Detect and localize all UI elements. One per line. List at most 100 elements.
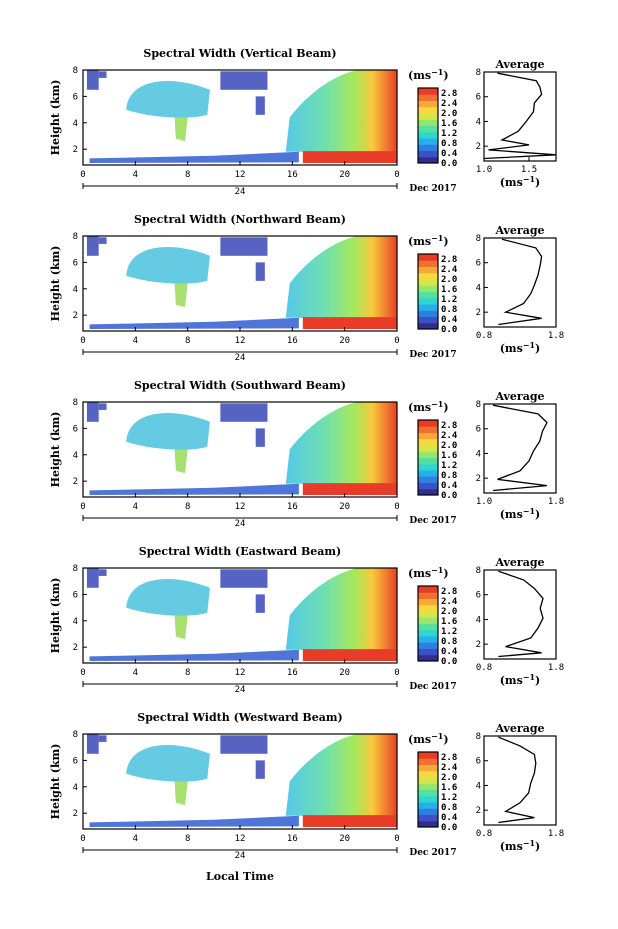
date-label: Dec 2017 bbox=[409, 682, 456, 692]
profile-line bbox=[498, 736, 537, 824]
colorbar-tick-label: 1.2 bbox=[441, 461, 457, 471]
x-tick-label: 0 bbox=[394, 668, 399, 678]
colorbar-swatch bbox=[418, 586, 438, 593]
colorbar-swatch bbox=[418, 119, 438, 126]
colorbar-swatch bbox=[418, 310, 438, 317]
x-tick-label: 16 bbox=[287, 502, 298, 512]
colorbar-tick-label: 0.4 bbox=[441, 813, 458, 823]
x-tick-label: 20 bbox=[339, 502, 350, 512]
profile-y-tick-label: 6 bbox=[476, 591, 481, 601]
profile-y-tick-label: 8 bbox=[476, 732, 481, 742]
x-tick-label: 0 bbox=[394, 834, 399, 844]
colorbar-unit: (ms−1) bbox=[408, 399, 449, 414]
x-tick-label: 0 bbox=[80, 834, 85, 844]
colorbar-swatch bbox=[418, 426, 438, 433]
profile-y-tick-label: 4 bbox=[476, 117, 481, 127]
y-tick-label: 2 bbox=[73, 311, 78, 321]
red-band bbox=[302, 483, 397, 496]
profile-frame bbox=[483, 237, 557, 328]
colorbar-swatch bbox=[418, 611, 438, 618]
y-tick-label: 6 bbox=[73, 92, 78, 102]
profile-unit-close: ) bbox=[535, 342, 540, 355]
profile-unit-close: ) bbox=[535, 176, 540, 189]
profile-unit: (ms−1) bbox=[500, 838, 541, 853]
profile-unit-base: (ms bbox=[500, 176, 523, 189]
colorbar-unit-close: ) bbox=[443, 733, 448, 746]
profile-x-tick-label: 0.8 bbox=[476, 829, 492, 839]
y-tick-label: 4 bbox=[73, 119, 78, 129]
colorbar-tick-label: 1.6 bbox=[441, 617, 457, 627]
scatter-patch-3 bbox=[255, 428, 265, 447]
morning-cloud bbox=[126, 80, 210, 118]
red-band bbox=[302, 151, 397, 164]
colorbar-frame bbox=[417, 87, 439, 164]
profile-unit-sup: −1 bbox=[523, 838, 535, 848]
scatter-patch-3 bbox=[255, 594, 265, 613]
x-tick-label: 8 bbox=[185, 336, 190, 346]
colorbar-tick-label: 2.4 bbox=[441, 265, 458, 275]
colorbar-swatch bbox=[418, 260, 438, 267]
profile-x-tick-label: 0.8 bbox=[476, 331, 492, 341]
y-tick-label: 8 bbox=[73, 564, 78, 574]
profile-line bbox=[492, 404, 548, 492]
colorbar-swatch bbox=[418, 279, 438, 286]
colorbar-unit-close: ) bbox=[443, 401, 448, 414]
x-tick-label: 8 bbox=[185, 834, 190, 844]
date-label: Dec 2017 bbox=[409, 184, 456, 194]
profile-y-tick-label: 2 bbox=[476, 308, 481, 318]
profile-unit: (ms−1) bbox=[500, 174, 541, 189]
profile-unit-base: (ms bbox=[500, 342, 523, 355]
low-echo bbox=[89, 151, 299, 164]
profile-unit-sup: −1 bbox=[523, 340, 535, 350]
profile-line bbox=[498, 570, 544, 658]
y-tick-label: 2 bbox=[73, 477, 78, 487]
colorbar-unit-sup: −1 bbox=[431, 565, 443, 575]
panel-1: Spectral Width (Northward Beam)2468Heigh… bbox=[49, 213, 564, 363]
colorbar-swatch bbox=[418, 94, 438, 101]
profile-unit-base: (ms bbox=[500, 674, 523, 687]
colorbar-tick-label: 1.2 bbox=[441, 295, 457, 305]
x-tick-label: 16 bbox=[287, 668, 298, 678]
profile-line bbox=[498, 238, 543, 326]
x-tick-label: 12 bbox=[235, 502, 246, 512]
colorbar-tick-label: 2.8 bbox=[441, 255, 457, 265]
panel-title: Spectral Width (Westward Beam) bbox=[137, 711, 342, 724]
colorbar-swatch bbox=[418, 617, 438, 624]
profile-y-tick-label: 6 bbox=[476, 757, 481, 767]
y-tick-label: 4 bbox=[73, 617, 78, 627]
colorbar-tick-label: 2.0 bbox=[441, 109, 457, 119]
colorbar-swatch bbox=[418, 138, 438, 145]
y-axis-label: Height (km) bbox=[49, 80, 62, 156]
colorbar-tick-label: 2.8 bbox=[441, 421, 457, 431]
profile-unit-close: ) bbox=[535, 840, 540, 853]
colorbar-swatch bbox=[418, 100, 438, 108]
profile-y-tick-label: 4 bbox=[476, 781, 481, 791]
cloud-stem bbox=[174, 615, 188, 640]
date-label: Dec 2017 bbox=[409, 848, 456, 858]
heatmap-field bbox=[86, 734, 397, 828]
heatmap-field bbox=[86, 568, 397, 662]
x-tick-label: 12 bbox=[235, 170, 246, 180]
colorbar-tick-label: 2.0 bbox=[441, 773, 457, 783]
colorbar-swatch bbox=[418, 156, 438, 164]
profile-title: Average bbox=[494, 722, 544, 735]
colorbar-tick-label: 1.2 bbox=[441, 793, 457, 803]
profile-y-tick-label: 6 bbox=[476, 93, 481, 103]
scatter-patch-1 bbox=[220, 735, 268, 754]
panel-title: Spectral Width (Southward Beam) bbox=[134, 379, 346, 392]
colorbar-swatch bbox=[418, 144, 438, 151]
panel-title: Spectral Width (Eastward Beam) bbox=[139, 545, 341, 558]
profile-frame bbox=[483, 403, 557, 494]
colorbar-swatch bbox=[418, 482, 438, 490]
profile-x-tick-label: 1.0 bbox=[476, 165, 492, 175]
y-tick-label: 8 bbox=[73, 66, 78, 76]
colorbar-tick-label: 0.8 bbox=[441, 139, 457, 149]
profile-y-tick-label: 2 bbox=[476, 640, 481, 650]
y-tick-label: 4 bbox=[73, 285, 78, 295]
scatter-patch-2 bbox=[98, 735, 107, 742]
y-tick-label: 8 bbox=[73, 730, 78, 740]
cloud-stem bbox=[174, 117, 188, 142]
x-tick-label: 20 bbox=[339, 834, 350, 844]
morning-cloud bbox=[126, 744, 210, 782]
scatter-patch-3 bbox=[255, 262, 265, 281]
